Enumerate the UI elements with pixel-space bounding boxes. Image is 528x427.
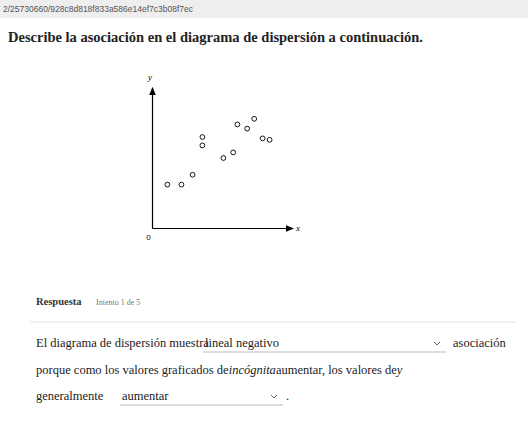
question: Describe la asociación en el diagrama de… (8, 29, 423, 45)
dropdown[interactable]: aumentar (120, 389, 283, 405)
y-axis-line (152, 89, 153, 229)
point (165, 182, 170, 187)
separator (30, 322, 516, 323)
dropdown-value[interactable]: lineal negativo (205, 336, 279, 350)
answer-text: asociación (453, 336, 507, 350)
point (235, 122, 240, 127)
answer-text: El diagrama de dispersión muestra (36, 336, 209, 350)
x-axis: 0 (146, 228, 292, 242)
dropdown[interactable]: lineal negativo (203, 336, 446, 352)
point (252, 116, 257, 121)
answer-text: y (395, 363, 403, 377)
point (221, 156, 226, 161)
dropdown-underline (120, 405, 283, 406)
point (260, 136, 265, 141)
dropdown-underline (203, 352, 446, 353)
point (200, 135, 205, 140)
answer-text: aumentar, los valores de (276, 363, 397, 377)
x-axis-title: x (295, 223, 300, 233)
page: 2/25730660/928c8d818f833a586e14ef7c3b08f… (0, 0, 528, 427)
answer-heading: Respuesta (36, 296, 82, 307)
browser-bar (0, 0, 528, 18)
dropdown-chevron (434, 342, 440, 345)
dropdown-chevron (271, 395, 277, 398)
point (179, 182, 184, 187)
point (231, 150, 236, 155)
y-axis (152, 89, 153, 229)
answer-text: . (286, 389, 289, 403)
point (200, 143, 205, 148)
points (165, 116, 272, 187)
answer-text: porque como los valores graficados de (36, 363, 229, 377)
answer-text: incógnita (229, 363, 276, 377)
x-tick-label: 0 (146, 233, 151, 242)
point (245, 126, 250, 131)
y-axis-title: y (147, 72, 152, 82)
x-tick: 0 (146, 228, 152, 242)
url[interactable]: 2/25730660/928c8d818f833a586e14ef7c3b08f… (3, 4, 194, 14)
answer-text: generalmente (36, 389, 104, 403)
chart: 0 x y (146, 72, 300, 242)
attempt: Intento 1 de 5 (96, 298, 140, 307)
point (267, 137, 272, 142)
point (190, 172, 195, 177)
dropdown-value[interactable]: aumentar (122, 389, 169, 403)
x-axis-line (153, 228, 293, 229)
